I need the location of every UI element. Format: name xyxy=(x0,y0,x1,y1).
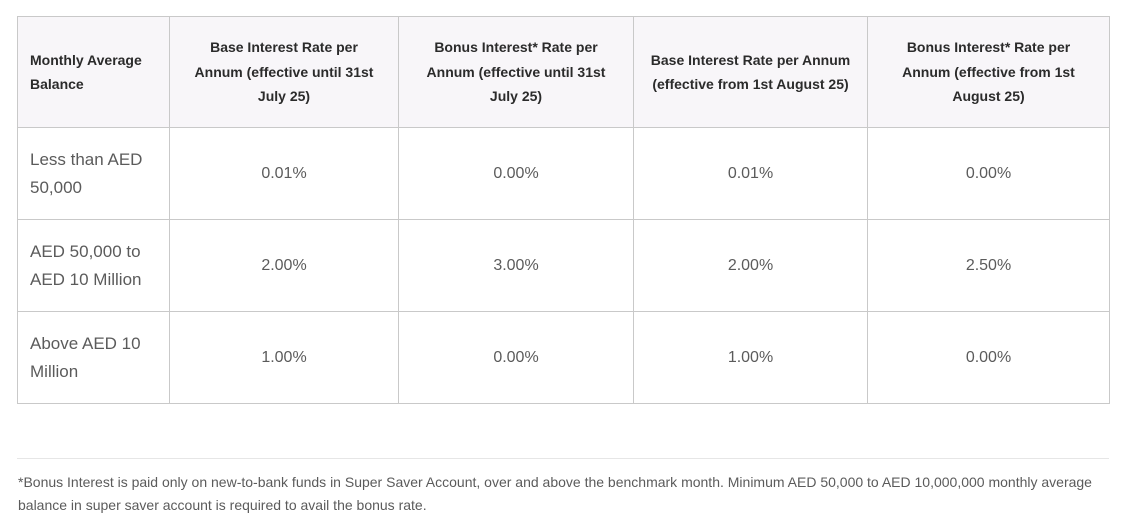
table-header: Monthly Average Balance Base Interest Ra… xyxy=(17,16,1110,128)
section-divider xyxy=(17,458,1109,459)
base-rate-from-august-cell: 0.01% xyxy=(633,127,868,220)
base-rate-until-july-cell: 2.00% xyxy=(169,219,399,312)
base-rate-from-august-cell: 1.00% xyxy=(633,311,868,404)
table-row: Less than AED 50,000 0.01% 0.00% 0.01% 0… xyxy=(17,127,1110,220)
bonus-rate-from-august-cell: 2.50% xyxy=(867,219,1110,312)
bonus-interest-footnote: *Bonus Interest is paid only on new-to-b… xyxy=(18,474,1092,513)
bonus-rate-until-july-cell: 0.00% xyxy=(398,311,634,404)
bonus-rate-until-july-cell: 3.00% xyxy=(398,219,634,312)
table-row: AED 50,000 to AED 10 Million 2.00% 3.00%… xyxy=(17,219,1110,312)
header-monthly-average-balance: Monthly Average Balance xyxy=(17,16,170,128)
table-row: Above AED 10 Million 1.00% 0.00% 1.00% 0… xyxy=(17,311,1110,404)
base-rate-until-july-cell: 1.00% xyxy=(169,311,399,404)
bonus-rate-until-july-cell: 0.00% xyxy=(398,127,634,220)
balance-tier-cell: Above AED 10 Million xyxy=(17,311,170,404)
header-row: Monthly Average Balance Base Interest Ra… xyxy=(17,16,1110,128)
header-base-rate-until-july: Base Interest Rate per Annum (effective … xyxy=(169,16,399,128)
table-body: Less than AED 50,000 0.01% 0.00% 0.01% 0… xyxy=(17,127,1110,404)
header-bonus-rate-until-july: Bonus Interest* Rate per Annum (effectiv… xyxy=(398,16,634,128)
header-bonus-rate-from-august: Bonus Interest* Rate per Annum (effectiv… xyxy=(867,16,1110,128)
interest-rates-table: Monthly Average Balance Base Interest Ra… xyxy=(17,16,1110,404)
bonus-rate-from-august-cell: 0.00% xyxy=(867,127,1110,220)
header-base-rate-from-august: Base Interest Rate per Annum (effective … xyxy=(633,16,868,128)
base-rate-from-august-cell: 2.00% xyxy=(633,219,868,312)
base-rate-until-july-cell: 0.01% xyxy=(169,127,399,220)
balance-tier-cell: AED 50,000 to AED 10 Million xyxy=(17,219,170,312)
bonus-rate-from-august-cell: 0.00% xyxy=(867,311,1110,404)
balance-tier-cell: Less than AED 50,000 xyxy=(17,127,170,220)
